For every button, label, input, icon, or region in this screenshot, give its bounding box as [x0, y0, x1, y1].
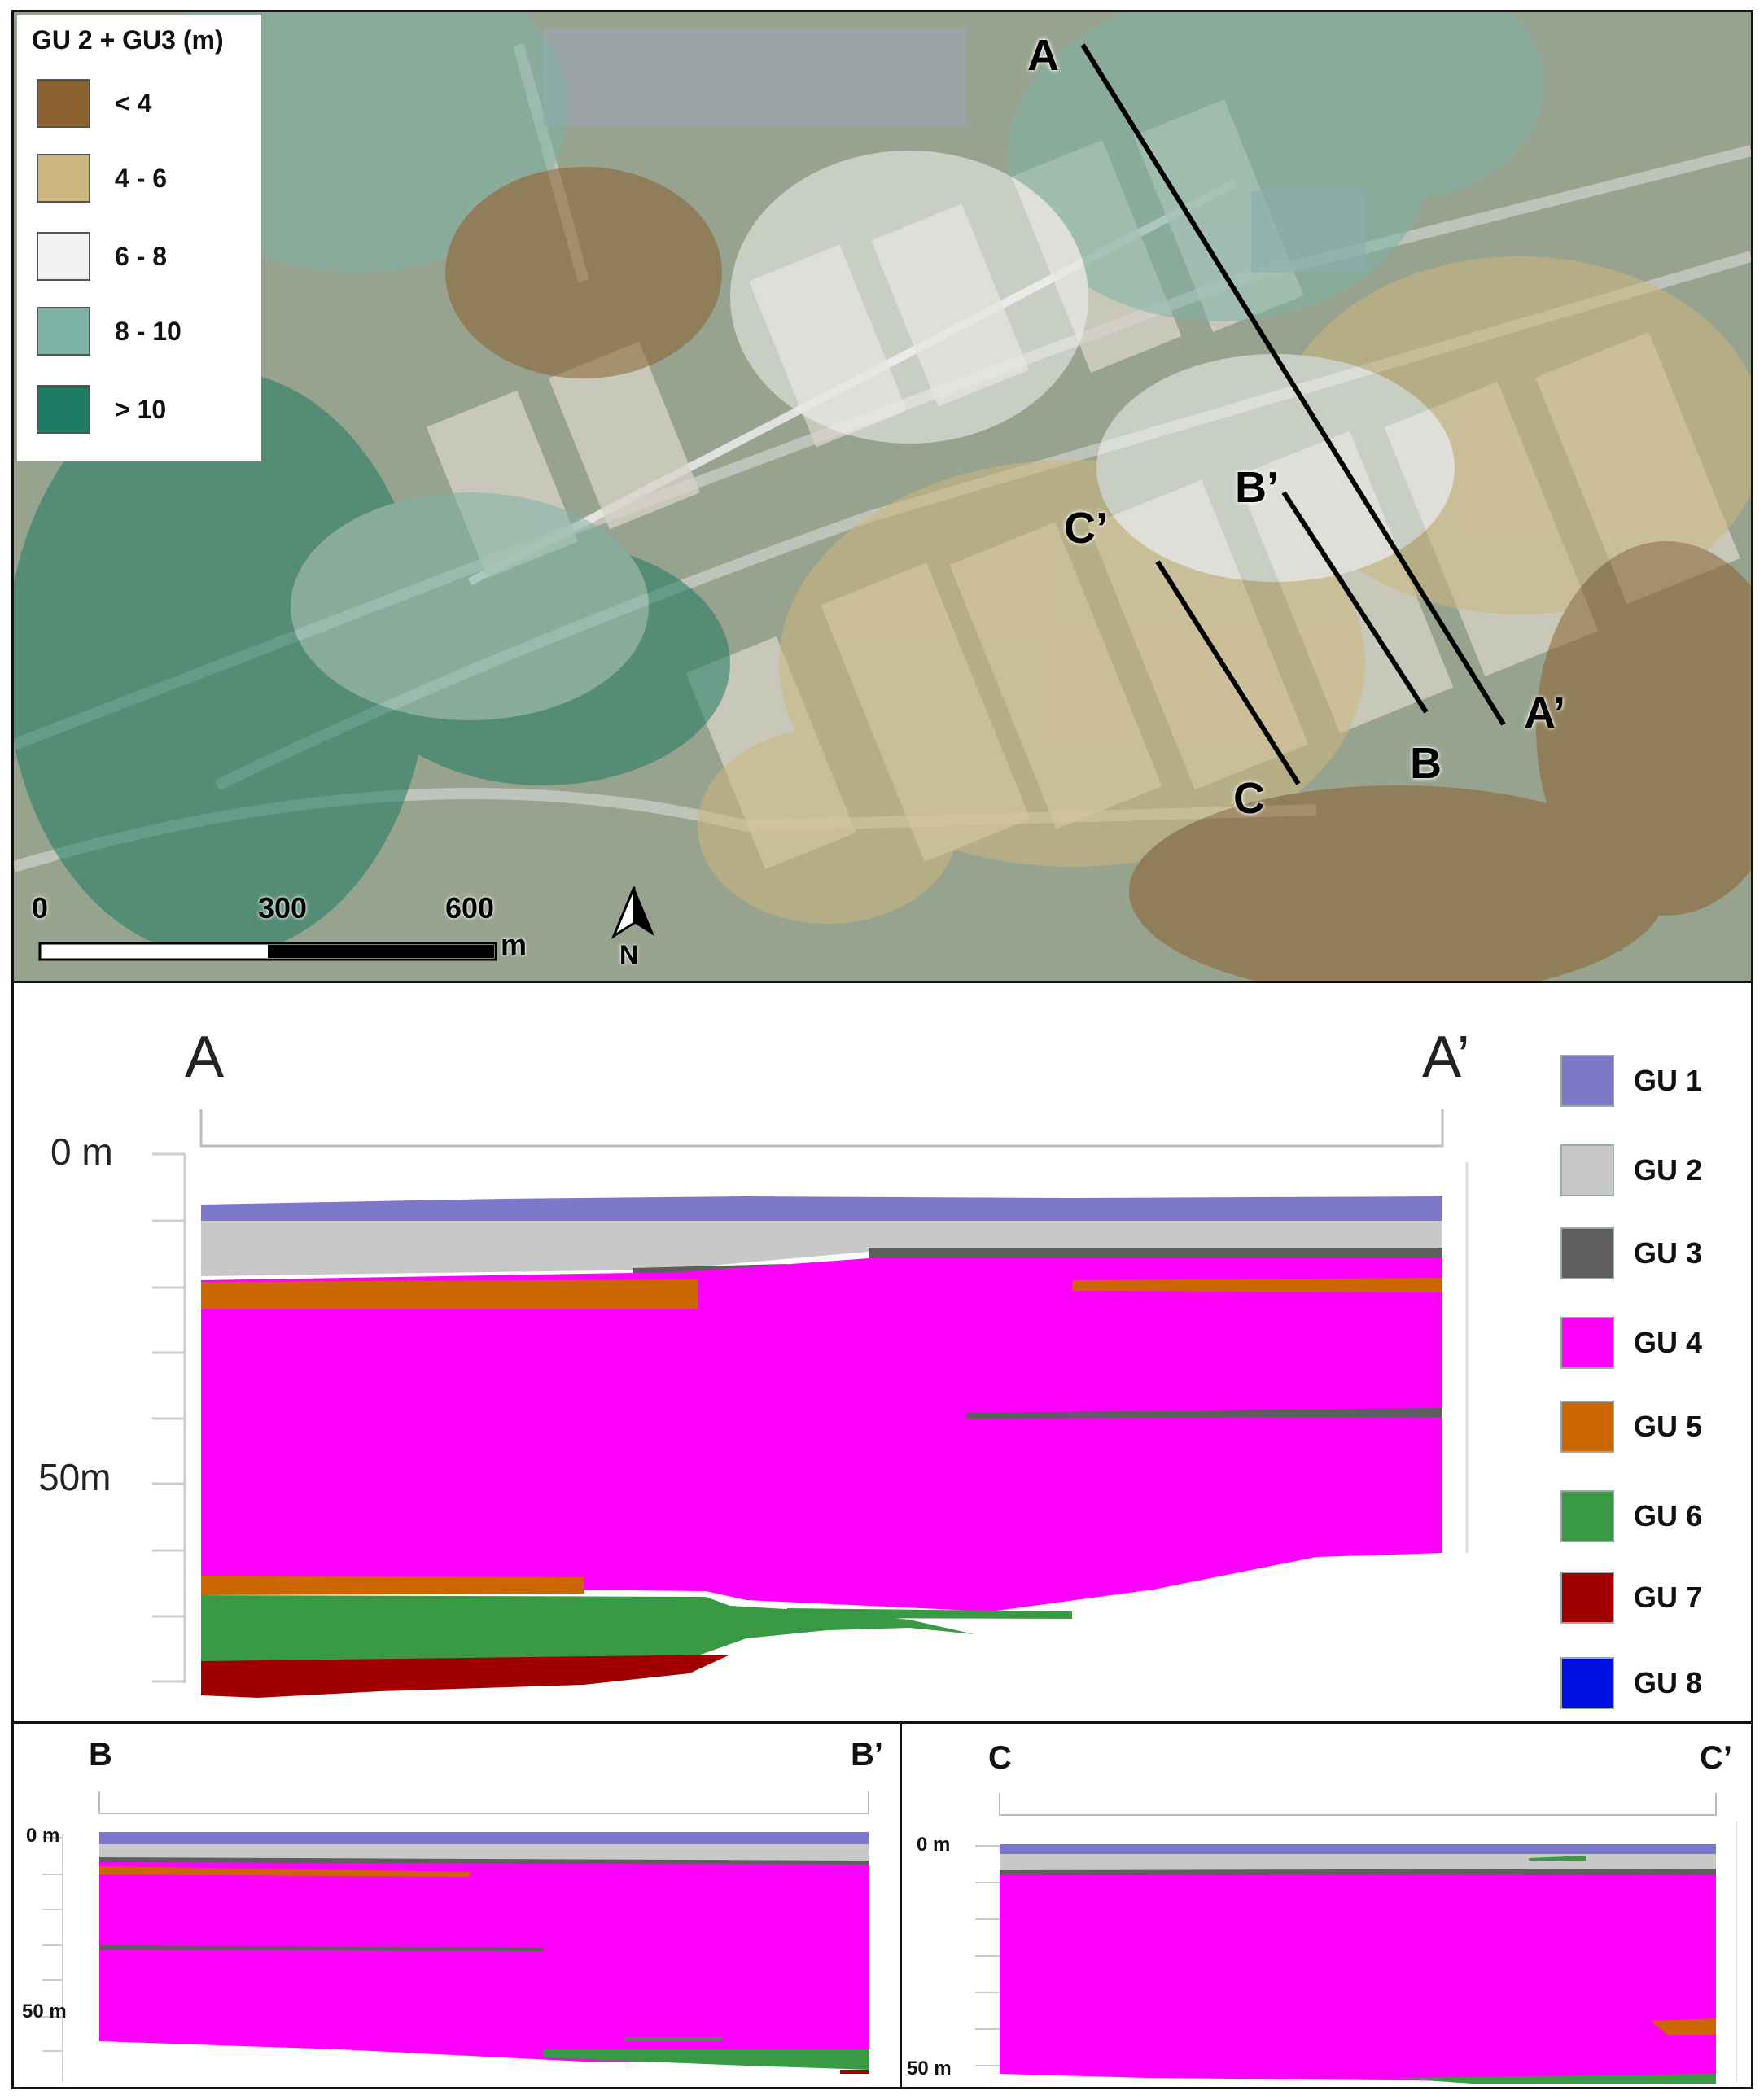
- section-line-aa: [1080, 43, 1506, 726]
- section-aa-start-label: A: [185, 1025, 225, 1090]
- section-cc-depth-bottom: 50 m: [907, 2057, 952, 2079]
- section-bb-end-label: B’: [851, 1737, 883, 1773]
- gu-label: GU 4: [1634, 1326, 1703, 1359]
- label-c-prime: C’: [1064, 504, 1108, 553]
- gu-legend-item: GU 1: [1560, 1052, 1702, 1109]
- section-aa-end-label: A’: [1422, 1025, 1470, 1090]
- gu-swatch: [1560, 1055, 1614, 1107]
- legend-label: 8 - 10: [115, 316, 182, 346]
- gu-legend-item: GU 5: [1560, 1398, 1702, 1455]
- section-cc-profile: [975, 1793, 1737, 2084]
- scale-unit: m: [501, 928, 527, 961]
- label-a-prime: A’: [1524, 689, 1566, 737]
- legend-item: 4 - 6: [37, 154, 167, 203]
- gu-legend-item: GU 7: [1560, 1569, 1702, 1626]
- gu-label: GU 8: [1634, 1666, 1703, 1699]
- gu-label: GU 5: [1634, 1410, 1703, 1443]
- section-bb-profile: [42, 1791, 869, 2082]
- scale-tick-0: 0: [32, 891, 49, 925]
- legend-item: 6 - 8: [37, 232, 167, 281]
- section-bb-depth-bottom: 50 m: [22, 2001, 67, 2022]
- gu-label: GU 6: [1634, 1499, 1703, 1533]
- section-cc-start-label: C: [988, 1740, 1012, 1776]
- gu-swatch: [1560, 1657, 1614, 1709]
- legend-swatch: [37, 79, 90, 128]
- section-line-cc: [1155, 560, 1301, 785]
- scale-tick-300: 300: [258, 891, 308, 925]
- map-panel[interactable]: GU 2 + GU3 (m) < 4 4 - 6 6 - 8 8 - 10 > …: [11, 10, 1753, 983]
- gu-legend-item: GU 4: [1560, 1314, 1702, 1371]
- gu-label: GU 1: [1634, 1064, 1703, 1097]
- label-a: A: [1027, 31, 1059, 80]
- legend-label: > 10: [115, 394, 167, 424]
- legend-label: < 4: [115, 88, 152, 118]
- section-bb-start-label: B: [89, 1737, 112, 1773]
- legend-item: > 10: [37, 385, 166, 434]
- gu-swatch: [1560, 1401, 1614, 1453]
- section-aa-depth-top: 0 m: [50, 1130, 113, 1173]
- legend-item: 8 - 10: [37, 307, 182, 356]
- north-label: N: [619, 940, 639, 969]
- gu-legend-item: GU 6: [1560, 1488, 1702, 1545]
- gu-swatch: [1560, 1144, 1614, 1196]
- section-line-bb: [1281, 491, 1429, 714]
- gu-legend-item: GU 8: [1560, 1655, 1702, 1712]
- label-b-prime: B’: [1235, 463, 1279, 512]
- label-c: C: [1233, 774, 1265, 823]
- section-aa-profile: [152, 1109, 1469, 1698]
- legend-swatch: [37, 385, 90, 434]
- gu-swatch: [1560, 1227, 1614, 1279]
- gu-legend-item: GU 2: [1560, 1142, 1702, 1199]
- legend-label: 4 - 6: [115, 163, 168, 193]
- legend-swatch: [37, 232, 90, 281]
- section-cc-depth-top: 0 m: [917, 1834, 951, 1856]
- gu-label: GU 3: [1634, 1236, 1703, 1270]
- gu-swatch: [1560, 1572, 1614, 1624]
- section-cc-end-label: C’: [1700, 1740, 1732, 1776]
- legend-swatch: [37, 154, 90, 203]
- legend-title: GU 2 + GU3 (m): [32, 25, 224, 55]
- legend-label: 6 - 8: [115, 241, 168, 271]
- section-cc-panel: C C’ 0 m 50 m: [900, 1721, 1753, 2089]
- section-bb-depth-top: 0 m: [26, 1825, 60, 1847]
- legend-swatch: [37, 307, 90, 356]
- gu-label: GU 2: [1634, 1153, 1703, 1187]
- label-b: B: [1410, 739, 1442, 788]
- aerial-map: [14, 12, 1751, 981]
- gu-swatch: [1560, 1490, 1614, 1542]
- gu-label: GU 7: [1634, 1581, 1703, 1614]
- section-aa-depth-bottom: 50m: [38, 1456, 112, 1498]
- gu-swatch: [1560, 1317, 1614, 1369]
- scale-tick-600: 600: [445, 891, 495, 925]
- north-arrow-icon: [611, 886, 654, 939]
- section-bb-panel: B B’ 0 m 50 m: [11, 1721, 902, 2089]
- legend-item: < 4: [37, 79, 151, 128]
- thickness-legend: GU 2 + GU3 (m) < 4 4 - 6 6 - 8 8 - 10 > …: [17, 15, 261, 461]
- section-aa-panel: A A’ 0 m 50m GU 1 GU 2 GU 3 GU 4 GU 5 GU…: [11, 981, 1753, 1724]
- gu-legend-item: GU 3: [1560, 1225, 1702, 1282]
